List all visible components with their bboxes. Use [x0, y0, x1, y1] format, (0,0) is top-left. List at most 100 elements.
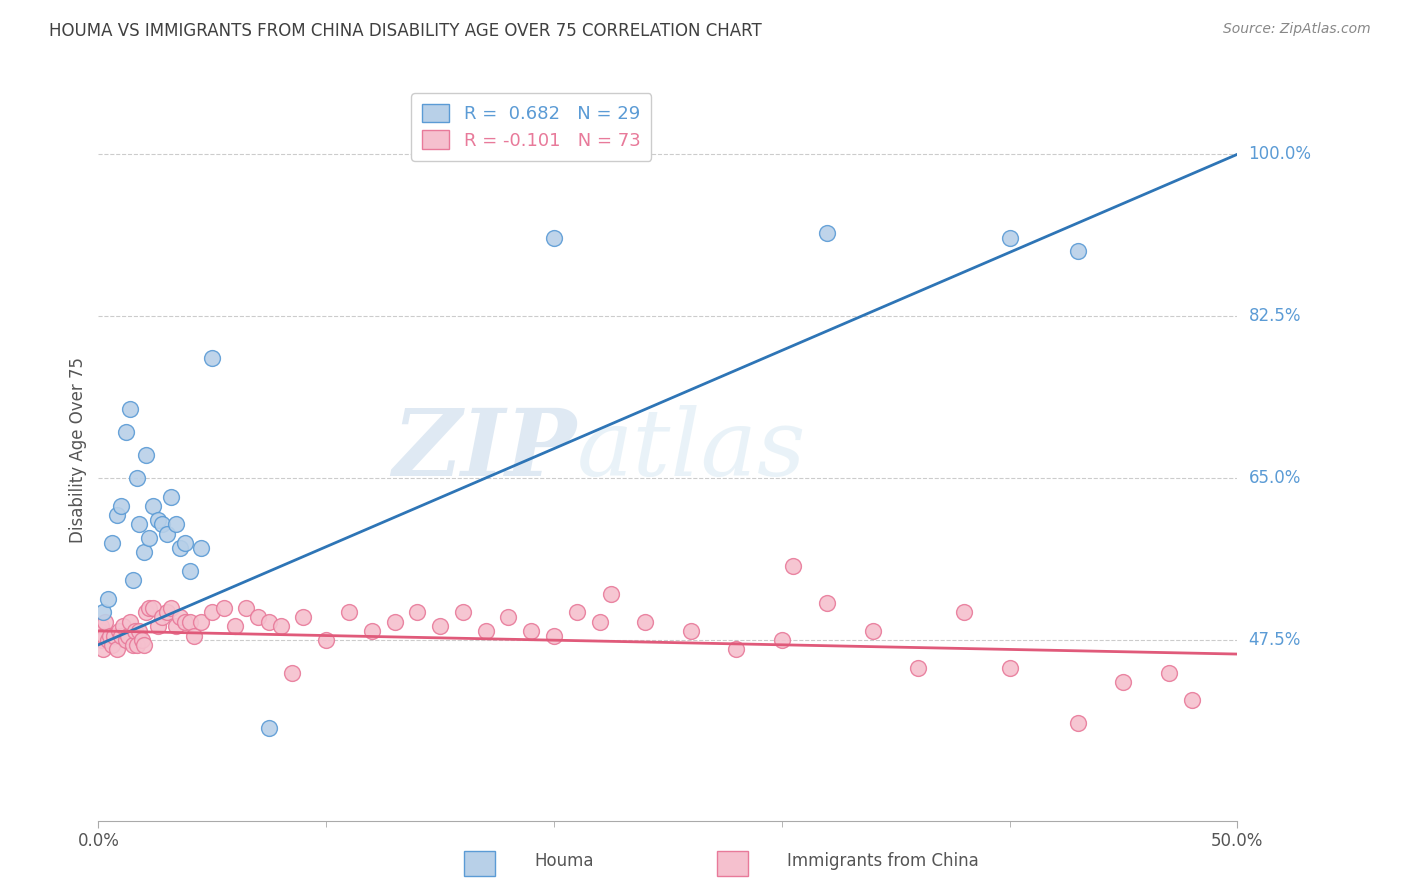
Point — [998, 230, 1021, 244]
Point — [179, 615, 201, 629]
Point — [1067, 716, 1090, 731]
Point — [127, 471, 149, 485]
Point — [110, 499, 132, 513]
Point — [120, 615, 142, 629]
Point — [588, 615, 610, 629]
Point — [565, 606, 588, 620]
Point — [101, 638, 124, 652]
Point — [235, 600, 257, 615]
Point — [174, 615, 197, 629]
Point — [146, 513, 169, 527]
Point — [169, 541, 191, 555]
Point — [90, 619, 112, 633]
Point — [1181, 693, 1204, 707]
Point — [543, 230, 565, 244]
Point — [953, 606, 976, 620]
Point — [179, 564, 201, 578]
Point — [634, 615, 657, 629]
Point — [103, 629, 125, 643]
Point — [110, 629, 132, 643]
Point — [160, 600, 183, 615]
Point — [725, 642, 748, 657]
Point — [337, 606, 360, 620]
Point — [98, 629, 121, 643]
Point — [150, 610, 173, 624]
Point — [451, 606, 474, 620]
Point — [128, 624, 150, 638]
Point — [212, 600, 235, 615]
Point — [89, 624, 111, 638]
Point — [201, 351, 224, 365]
Point — [520, 624, 543, 638]
Point — [543, 629, 565, 643]
Point — [101, 536, 124, 550]
Point — [169, 610, 191, 624]
Text: ZIP: ZIP — [392, 406, 576, 495]
Point — [165, 517, 187, 532]
Point — [474, 624, 496, 638]
Point — [270, 619, 292, 633]
Point — [190, 541, 212, 555]
Point — [815, 596, 838, 610]
Point — [146, 619, 169, 633]
Point — [201, 606, 224, 620]
Text: 100.0%: 100.0% — [1249, 145, 1312, 163]
Point — [1067, 244, 1090, 259]
Point — [120, 401, 142, 416]
Point — [132, 545, 155, 559]
Point — [190, 615, 212, 629]
Point — [281, 665, 304, 680]
Point — [259, 721, 281, 735]
Point — [91, 642, 114, 657]
Point — [862, 624, 884, 638]
Point — [142, 499, 165, 513]
Point — [782, 559, 804, 574]
Text: Source: ZipAtlas.com: Source: ZipAtlas.com — [1223, 22, 1371, 37]
Point — [246, 610, 269, 624]
Point — [679, 624, 702, 638]
Text: Immigrants from China: Immigrants from China — [787, 852, 979, 870]
Text: HOUMA VS IMMIGRANTS FROM CHINA DISABILITY AGE OVER 75 CORRELATION CHART: HOUMA VS IMMIGRANTS FROM CHINA DISABILIT… — [49, 22, 762, 40]
Point — [165, 619, 187, 633]
Point — [156, 606, 179, 620]
Point — [96, 633, 118, 648]
Point — [131, 633, 153, 648]
Point — [406, 606, 429, 620]
Point — [224, 619, 246, 633]
Point — [105, 642, 128, 657]
Point — [259, 615, 281, 629]
Point — [117, 629, 139, 643]
Point — [108, 624, 131, 638]
Point — [90, 633, 112, 648]
Point — [128, 517, 150, 532]
Y-axis label: Disability Age Over 75: Disability Age Over 75 — [69, 358, 87, 543]
Point — [114, 633, 136, 648]
Point — [150, 517, 173, 532]
Point — [135, 448, 157, 462]
Point — [96, 591, 118, 606]
Point — [998, 661, 1021, 675]
Text: 47.5%: 47.5% — [1249, 632, 1301, 649]
Point — [429, 619, 451, 633]
Point — [315, 633, 337, 648]
Point — [770, 633, 793, 648]
Point — [174, 536, 197, 550]
Point — [121, 573, 143, 587]
Point — [93, 629, 115, 643]
Point — [94, 615, 117, 629]
Point — [1157, 665, 1180, 680]
Point — [498, 610, 520, 624]
Point — [112, 619, 135, 633]
Text: 65.0%: 65.0% — [1249, 469, 1301, 487]
Point — [135, 606, 157, 620]
Point — [105, 508, 128, 523]
Point — [142, 600, 165, 615]
Text: atlas: atlas — [576, 406, 806, 495]
Text: 82.5%: 82.5% — [1249, 307, 1301, 326]
Point — [124, 624, 146, 638]
Point — [132, 638, 155, 652]
Legend: R =  0.682   N = 29, R = -0.101   N = 73: R = 0.682 N = 29, R = -0.101 N = 73 — [411, 93, 651, 161]
Point — [114, 425, 136, 439]
Point — [156, 526, 179, 541]
Point — [815, 226, 838, 240]
